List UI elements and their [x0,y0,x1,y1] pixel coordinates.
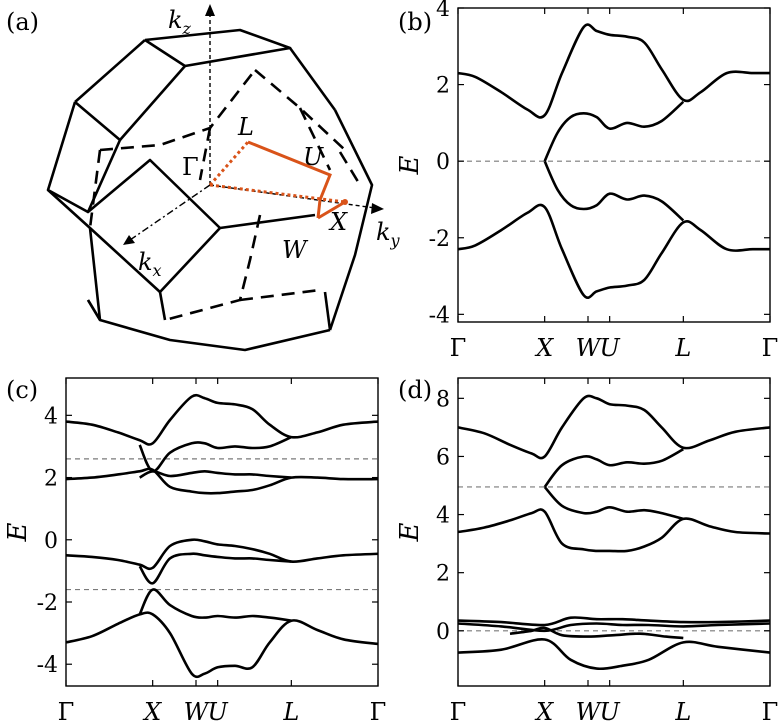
band-line-0 [457,394,771,460]
y-tick-label: -2 [37,591,58,616]
band-line-3 [543,486,684,521]
band-line-4 [65,538,379,571]
y-tick-label: 0 [436,150,450,175]
kz-arrow-icon [205,4,215,16]
y-tick-label: 2 [44,467,58,492]
kx-arrow-icon [123,235,135,245]
band-line-1 [457,508,771,553]
x-tick-label: X [142,698,162,726]
x-tick-label: U [208,698,229,726]
x-tick-label: L [282,698,299,726]
point-U: U [303,143,324,171]
x-tick-label: Γ [450,334,467,362]
band-line-3 [543,160,685,222]
x-tick-label: W [184,698,211,726]
y-tick-label: 6 [436,445,450,470]
kz-label: kz [168,6,192,38]
axes-frame [457,7,771,323]
band-line-2 [138,435,292,473]
band-line-3 [139,470,292,479]
band-line-0 [65,393,379,446]
chart-panel-b: -4 -2 0 2 4 Γ X W U L Γ E [395,0,778,362]
x-tick-label: Γ [370,698,387,726]
band-line-1 [65,467,379,495]
point-X: X [328,208,348,236]
panel-label-b: (b) [398,8,432,36]
y-tick-label: 0 [436,620,450,645]
ky-arrow-icon [371,203,384,214]
bz-dashed-edges [88,69,362,322]
y-axis-label: E [395,155,425,175]
y-axis-label: E [395,522,425,542]
x-tick-label: U [600,698,621,726]
y-tick-label: -2 [429,227,450,252]
x-tick-label: Γ [762,698,779,726]
y-tick-label: 8 [436,387,450,412]
x-tick-label: Γ [58,698,75,726]
band-line-6 [138,552,292,585]
x-tick-label: Γ [450,698,467,726]
kx-label: kx [138,248,162,280]
axes-frame [65,377,379,687]
panel-label-c: (c) [6,376,38,404]
y-tick-label: 2 [436,74,450,99]
y-tick-label: 4 [436,504,450,529]
y-tick-label: -4 [37,653,58,678]
bz-path [208,140,346,220]
band-line-2 [543,100,685,162]
bz-axes [129,12,376,241]
x-point-marker [342,199,348,205]
band-line-2 [543,448,684,488]
x-tick-label: X [534,334,554,362]
band-line-6 [457,638,771,671]
x-tick-label: U [600,334,621,362]
x-tick-label: L [674,334,691,362]
y-tick-label: -4 [429,303,450,328]
band-line-0 [457,23,770,119]
y-tick-label: 4 [436,0,450,22]
band-line-4 [457,616,771,627]
band-line-1 [457,203,770,300]
y-tick-label: 0 [44,529,58,554]
bz-solid-edges [46,28,374,352]
axes-frame [457,377,771,687]
x-tick-label: X [534,698,554,726]
band-line-7 [509,626,684,640]
point-W: W [282,236,309,264]
chart-panel-d: 0 2 4 6 8 Γ X W U L Γ E [395,377,779,726]
band-line-7 [138,588,292,622]
band-line-5 [457,622,771,633]
x-tick-label: W [576,698,603,726]
point-gamma: Γ [182,153,199,181]
point-L: L [237,113,254,141]
panel-label-d: (d) [398,376,432,404]
brillouin-zone-diagram: kz ky kx Γ L U W X [46,4,401,352]
y-tick-label: 4 [44,404,58,429]
y-tick-label: 2 [436,562,450,587]
ky-label: ky [376,218,401,250]
panel-label-a: (a) [6,8,39,36]
band-line-5 [65,611,379,679]
y-axis-label: E [3,522,33,542]
x-tick-label: L [674,698,691,726]
x-tick-label: Γ [762,334,779,362]
chart-panel-c: -4 -2 0 2 4 Γ X W U L Γ E [3,377,387,726]
x-tick-label: W [576,334,603,362]
